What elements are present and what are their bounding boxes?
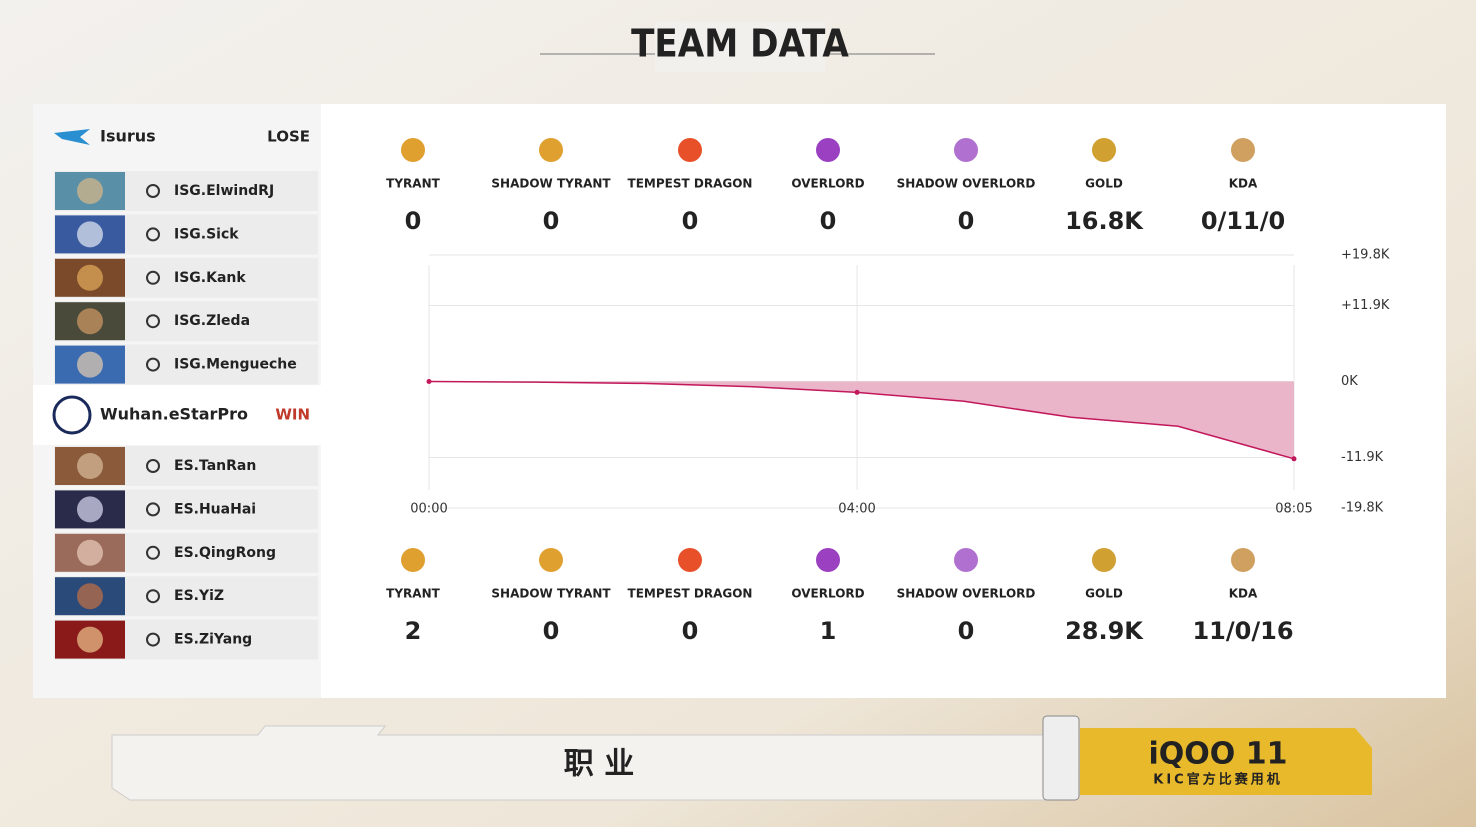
phone-icon: [1042, 715, 1080, 801]
player-name: ISG.Mengueche: [174, 357, 297, 373]
stat-icon: [1231, 138, 1255, 162]
sponsor-box: [1080, 728, 1372, 795]
y-tick-label: +11.9K: [1341, 298, 1390, 313]
hero-portrait-detail: [77, 351, 103, 378]
player-name: ES.ZiYang: [174, 632, 252, 648]
y-tick-label: -11.9K: [1341, 450, 1384, 465]
player-name: ES.YiZ: [174, 588, 224, 604]
stat-value: 0: [682, 207, 699, 235]
stat-value: 28.9K: [1065, 617, 1144, 645]
stat-label: SHADOW OVERLORD: [897, 587, 1036, 601]
x-tick-label: 00:00: [410, 502, 447, 517]
point: [426, 379, 432, 384]
banner-text: 职 业: [564, 747, 634, 782]
stat-icon: [678, 138, 702, 162]
stat-icon: [401, 548, 425, 572]
sponsor-slogan: KIC官方比赛用机: [1153, 772, 1282, 788]
stat-label: OVERLORD: [791, 587, 864, 601]
stat-value: 0: [405, 207, 422, 235]
stat-icon: [954, 138, 978, 162]
stat-value: 0: [543, 207, 560, 235]
stat-label: TYRANT: [386, 177, 440, 191]
stat-value: 16.8K: [1065, 207, 1144, 235]
stat-label: TYRANT: [386, 587, 440, 601]
team-result: LOSE: [267, 128, 310, 146]
sponsor-brand: iQOO 11: [1149, 737, 1288, 772]
role-icon: [146, 184, 160, 198]
team-name: Isurus: [100, 127, 156, 146]
title-backdrop: [655, 22, 825, 72]
stat-label: SHADOW TYRANT: [491, 177, 611, 191]
stat-label: GOLD: [1085, 177, 1123, 191]
player-name: ES.TanRan: [174, 458, 256, 474]
team-name: Wuhan.eStarPro: [100, 405, 248, 424]
stat-icon: [539, 548, 563, 572]
stat-icon: [1231, 548, 1255, 572]
player-name: ES.QingRong: [174, 545, 276, 561]
team-logo: [54, 129, 90, 145]
role-icon: [146, 502, 160, 517]
role-icon: [146, 632, 160, 647]
player-name: ISG.Sick: [174, 226, 239, 242]
stat-label: KDA: [1229, 587, 1258, 601]
stat-icon: [816, 548, 840, 572]
role-icon: [146, 270, 160, 285]
hero-portrait-detail: [77, 178, 103, 204]
role-icon: [146, 459, 160, 473]
stat-value: 0: [820, 207, 837, 235]
player-name: ISG.ElwindRJ: [174, 183, 274, 199]
stat-label: OVERLORD: [791, 177, 864, 191]
y-tick-label: -19.8K: [1341, 501, 1384, 516]
hero-portrait-detail: [77, 308, 103, 335]
stat-label: KDA: [1229, 177, 1258, 191]
player-name: ISG.Zleda: [174, 313, 250, 329]
stat-icon: [954, 548, 978, 572]
stat-icon: [539, 138, 563, 162]
role-icon: [146, 314, 160, 329]
stat-label: SHADOW TYRANT: [491, 587, 611, 601]
stat-label: GOLD: [1085, 587, 1123, 601]
hero-portrait-detail: [77, 496, 103, 523]
stat-value: 1: [820, 617, 837, 645]
stat-value: 0: [958, 207, 975, 235]
stat-value: 0: [958, 617, 975, 645]
stat-value: 2: [405, 617, 422, 645]
hero-portrait-detail: [77, 583, 103, 610]
stat-icon: [1092, 548, 1116, 572]
y-tick-label: 0K: [1341, 374, 1358, 389]
area-fill: [429, 381, 1294, 459]
title: TEAM DATA: [631, 22, 849, 66]
stat-label: TEMPEST DRAGON: [628, 177, 753, 191]
stat-value: 0: [543, 617, 560, 645]
role-icon: [146, 545, 160, 560]
y-tick-label: +19.8K: [1341, 248, 1390, 263]
banner: [111, 725, 1061, 801]
stat-icon: [401, 138, 425, 162]
stat-icon: [816, 138, 840, 162]
point: [854, 389, 860, 395]
stat-icon: [1092, 138, 1116, 162]
stat-label: TEMPEST DRAGON: [628, 587, 753, 601]
stat-label: SHADOW OVERLORD: [897, 177, 1036, 191]
point: [1291, 456, 1297, 462]
hero-portrait-detail: [77, 221, 103, 248]
player-name: ISG.Kank: [174, 270, 246, 286]
stat-value: 11/0/16: [1192, 617, 1293, 645]
stat-icon: [678, 548, 702, 572]
stat-value: 0/11/0: [1201, 207, 1285, 235]
hero-portrait-detail: [77, 626, 103, 653]
role-icon: [146, 227, 160, 242]
x-tick-label: 08:05: [1275, 502, 1312, 517]
role-icon: [146, 589, 160, 604]
team-result: WIN: [275, 406, 310, 424]
hero-portrait-detail: [77, 539, 103, 566]
team-logo: [52, 395, 92, 435]
hero-portrait-detail: [77, 264, 103, 291]
role-icon: [146, 357, 160, 372]
stat-value: 0: [682, 617, 699, 645]
player-name: ES.HuaHai: [174, 501, 256, 517]
x-tick-label: 04:00: [838, 502, 875, 517]
hero-portrait-detail: [77, 453, 103, 479]
